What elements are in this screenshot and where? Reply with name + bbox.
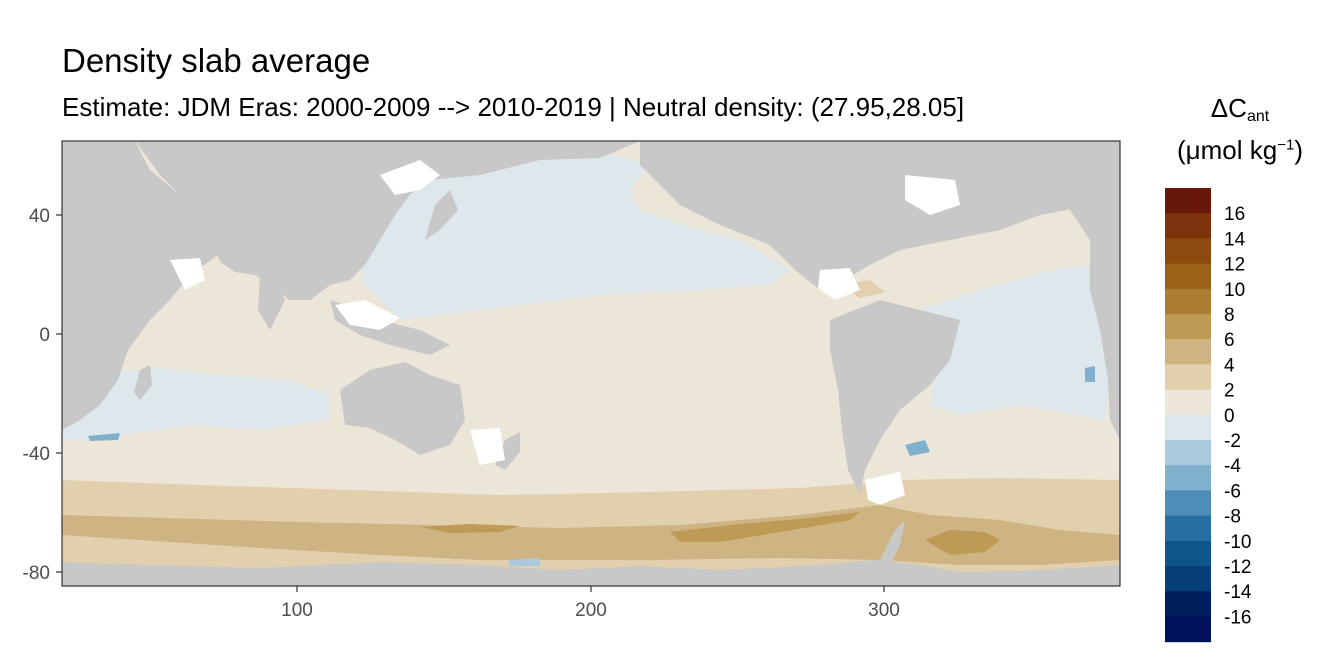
legend-label: -16 [1224, 607, 1251, 628]
india-land [258, 275, 285, 330]
legend-unit-open: (μmol kg [1177, 134, 1278, 165]
north-america-land [640, 141, 1120, 290]
southern-ocean-band-4-6 [62, 505, 1120, 565]
map-panel [62, 141, 1120, 586]
y-axis-labels: 40 0 -40 -80 [23, 206, 50, 584]
legend-swatch [1165, 414, 1211, 441]
legend-label: 2 [1224, 381, 1235, 402]
legend-swatch [1165, 263, 1211, 290]
axis-ticks [56, 214, 885, 592]
legend-label: 16 [1224, 204, 1245, 225]
legend-label: 4 [1224, 355, 1235, 376]
legend-swatch [1165, 591, 1211, 617]
legend-title-main: ΔC [1210, 93, 1247, 123]
legend-swatch [1165, 490, 1211, 517]
nodata-labrador [905, 175, 960, 215]
x-axis-labels: 100 200 300 [281, 600, 900, 621]
landmasses [62, 141, 1120, 586]
greenland-land [870, 141, 960, 185]
agulhas-negative-patch [88, 433, 120, 441]
legend-swatch [1165, 540, 1211, 567]
legend-label: -10 [1224, 532, 1251, 553]
legend-swatch [1165, 465, 1211, 491]
legend-swatch [1165, 616, 1211, 643]
legend-label: 10 [1224, 280, 1245, 301]
legend-unit-close: ) [1294, 134, 1303, 165]
west-africa-negative-patch [1085, 366, 1095, 382]
legend-label: -4 [1224, 456, 1241, 477]
legend-unit-exp: −1 [1277, 135, 1295, 153]
falklands-negative-patch [905, 440, 930, 456]
south-america-land [830, 300, 960, 495]
japan-land [425, 190, 458, 240]
africa-land [62, 141, 225, 430]
weddell-sea-6-8-patch [925, 530, 1000, 555]
nodata-patagonia [865, 472, 905, 505]
north-pacific-negative-region [360, 150, 790, 320]
legend-label: -12 [1224, 557, 1251, 578]
legend-swatch [1165, 364, 1211, 391]
legend-swatch [1165, 213, 1211, 239]
x-tick-label: 300 [868, 600, 900, 621]
y-tick-label: -80 [23, 563, 50, 584]
amery-6-8-patch [420, 524, 520, 533]
legend-label: 14 [1224, 229, 1246, 250]
legend-label: -2 [1224, 431, 1241, 452]
legend-swatch [1165, 339, 1211, 365]
nodata-east-africa [170, 258, 205, 290]
nodata-caribbean [818, 268, 860, 300]
map-subtitle: Estimate: JDM Eras: 2000-2009 --> 2010-2… [62, 92, 965, 122]
legend-title: ΔCant (μmol kg−1) [1160, 88, 1320, 171]
legend-colorbar: 16 14 12 10 8 6 4 2 0 -2 -4 -6 -8 -10 -12 -14 -16 [1165, 188, 1252, 643]
europe-land [1050, 141, 1120, 240]
indian-negative-region [62, 368, 330, 440]
y-tick-label: 0 [39, 325, 50, 346]
legend-swatch [1165, 314, 1211, 340]
x-tick-label: 100 [281, 600, 313, 621]
x-tick-label: 200 [575, 600, 607, 621]
legend-label: -8 [1224, 507, 1241, 528]
nodata-tasman [470, 428, 505, 465]
legend-swatch [1165, 188, 1211, 214]
antarctica-land [62, 560, 1120, 586]
legend-label: -6 [1224, 481, 1241, 502]
map-title: Density slab average [62, 42, 371, 79]
legend-label: 8 [1224, 305, 1235, 326]
legend-swatch [1165, 515, 1211, 542]
antarctic-peninsula-land [880, 520, 905, 565]
atlantic-negative-region [920, 265, 1110, 420]
legend-swatch [1165, 389, 1211, 416]
y-tick-label: 40 [29, 206, 50, 227]
legend-swatch [1165, 440, 1211, 466]
nodata-indonesia [335, 300, 400, 330]
legend-label: -14 [1224, 582, 1252, 603]
nodata-siberia-coast [380, 160, 440, 195]
legend-label: 12 [1224, 255, 1245, 276]
legend-label: 0 [1224, 406, 1235, 427]
y-tick-label: -40 [23, 444, 50, 465]
west-africa-land [1090, 240, 1120, 440]
nodata-patches [170, 160, 960, 505]
legend-swatch [1165, 238, 1211, 265]
australia-land [340, 362, 465, 455]
legend-swatch [1165, 566, 1211, 592]
ross-sea-6-8-patch [670, 512, 860, 542]
legend-swatch [1165, 288, 1211, 315]
legend-title-sub: ant [1246, 108, 1270, 125]
eurasia-land [135, 141, 640, 300]
ross-edge-negative-patch [508, 558, 540, 566]
legend-label: 6 [1224, 330, 1235, 351]
madagascar-land [134, 365, 152, 400]
